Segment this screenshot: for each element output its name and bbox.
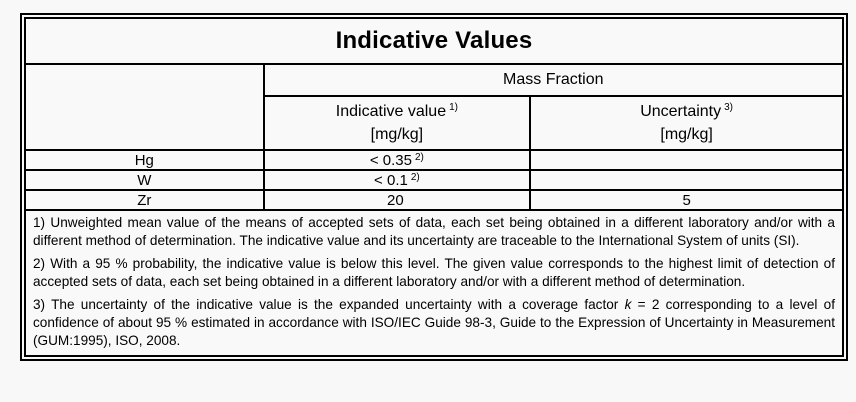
element-cell: W — [24, 169, 265, 191]
group-header-row: Mass Fraction — [24, 63, 845, 151]
column-header-uncertainty: Uncertainty 3) [mg/kg] — [529, 95, 844, 151]
uncertainty-cell — [529, 169, 844, 191]
indicative-value-cell: < 0.35 2) — [262, 149, 532, 171]
footnote-3: 3) The uncertainty of the indicative val… — [33, 296, 835, 350]
element-cell: Hg — [24, 149, 265, 171]
column-label: Uncertainty — [640, 103, 722, 120]
uncertainty-cell — [529, 149, 844, 171]
indicative-value: < 0.1 — [374, 171, 408, 189]
footnote-ref-2: 2) — [410, 171, 420, 183]
indicative-value-cell: 20 — [262, 189, 532, 211]
footnote-2-text: 2) With a 95 % probability, the indicati… — [33, 256, 835, 289]
footnotes-cell: 1) Unweighted mean value of the means of… — [24, 209, 844, 357]
element-column-blank-header — [24, 63, 265, 151]
footnote-1: 1) Unweighted mean value of the means of… — [33, 214, 835, 250]
indicative-value: 20 — [387, 191, 404, 209]
footnote-3-italic-k: k — [624, 297, 632, 312]
group-header-mass-fraction: Mass Fraction — [262, 63, 845, 97]
column-label: Indicative value — [335, 103, 447, 120]
indicative-value: < 0.35 — [369, 151, 412, 169]
table-row-w: W < 0.1 2) — [24, 169, 844, 191]
title-row: Indicative Values — [24, 17, 844, 65]
table-row-hg: Hg < 0.35 2) — [24, 149, 844, 171]
footnote-1-text: 1) Unweighted mean value of the means of… — [33, 215, 835, 248]
element-cell: Zr — [24, 189, 265, 211]
footnote-2: 2) With a 95 % probability, the indicati… — [33, 255, 835, 291]
table-outer-frame: Indicative Values Mass Fraction Indicati… — [20, 13, 848, 361]
column-header-indicative-value: Indicative value 1) [mg/kg] — [262, 95, 532, 151]
footnotes-row: 1) Unweighted mean value of the means of… — [24, 209, 844, 357]
column-header-row: Indicative value 1) [mg/kg] Uncertainty 3)… — [25, 95, 844, 151]
table-title: Indicative Values — [24, 17, 844, 65]
footnote-ref-3: 3) — [724, 102, 734, 113]
column-unit: [mg/kg] — [660, 126, 713, 143]
footnote-ref-2: 2) — [415, 151, 424, 163]
uncertainty-cell: 5 — [529, 189, 844, 211]
indicative-value-cell: < 0.1 2) — [262, 169, 532, 191]
indicative-values-table: Indicative Values Mass Fraction Indicati… — [24, 17, 845, 357]
footnote-ref-1: 1) — [449, 102, 458, 113]
footnote-3-text-before: 3) The uncertainty of the indicative val… — [33, 297, 625, 312]
column-unit: [mg/kg] — [370, 126, 424, 143]
table-row-zr: Zr 20 5 — [24, 189, 844, 211]
footnote-3-text-after: = 2 corresponding to a level of confiden… — [33, 297, 835, 348]
